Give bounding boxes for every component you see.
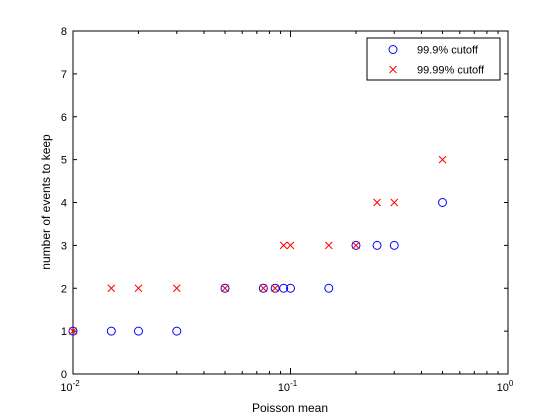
x-axis: 10-2 10-1 100 [60,31,514,394]
x-tick-label: 10-1 [278,379,298,394]
data-point-circle [324,283,334,293]
y-tick-label: 8 [61,26,67,38]
data-point-x [438,155,447,164]
data-point-circle [106,326,116,336]
legend-marker-x [389,65,397,74]
data-marks [68,155,448,336]
y-axis: 0 1 2 3 4 5 6 7 8 [61,26,508,381]
plot-area [72,30,509,375]
x-tick-label: 10-2 [60,379,80,394]
y-tick-label: 6 [61,112,67,124]
data-point-x [107,284,116,293]
legend-label-series-2: 99.99% cutoff [417,65,485,77]
data-point-x [271,284,280,293]
data-point-x [221,284,229,293]
data-point-x [172,284,181,293]
legend: 99.9% cutoff 99.99% cutoff [366,37,501,81]
data-point-x [69,327,77,335]
data-point-circle [258,283,268,293]
data-point-circle [438,198,448,207]
data-point-x [390,198,399,207]
data-point-circle [172,326,182,336]
y-tick-label: 0 [61,369,67,381]
x-axis-label: Poisson mean [252,401,328,415]
y-tick-label: 7 [61,69,67,81]
y-tick-label: 2 [61,283,67,295]
data-point-circle [286,283,295,293]
data-point-x [259,284,268,293]
data-point-x [279,241,288,250]
data-point-circle [133,326,143,336]
legend-box [366,37,501,81]
data-point-x [373,198,381,207]
data-point-x [352,241,360,250]
x-tick-label: 100 [497,379,514,394]
y-tick-label: 1 [61,326,67,338]
data-point-circle [68,326,78,336]
data-point-x [286,241,295,250]
data-point-x [134,284,143,293]
data-point-circle [351,240,361,250]
y-axis-label: number of events to keep [39,134,53,270]
legend-label-series-1: 99.9% cutoff [417,45,479,57]
data-point-x [324,241,333,250]
y-tick-label: 5 [61,155,67,167]
data-point-circle [372,240,382,250]
legend-marker-circle [388,45,398,54]
data-point-circle [220,283,230,293]
data-point-circle [279,283,289,293]
y-tick-label: 4 [61,198,67,210]
y-tick-label: 3 [61,240,67,252]
data-point-circle [389,240,399,250]
